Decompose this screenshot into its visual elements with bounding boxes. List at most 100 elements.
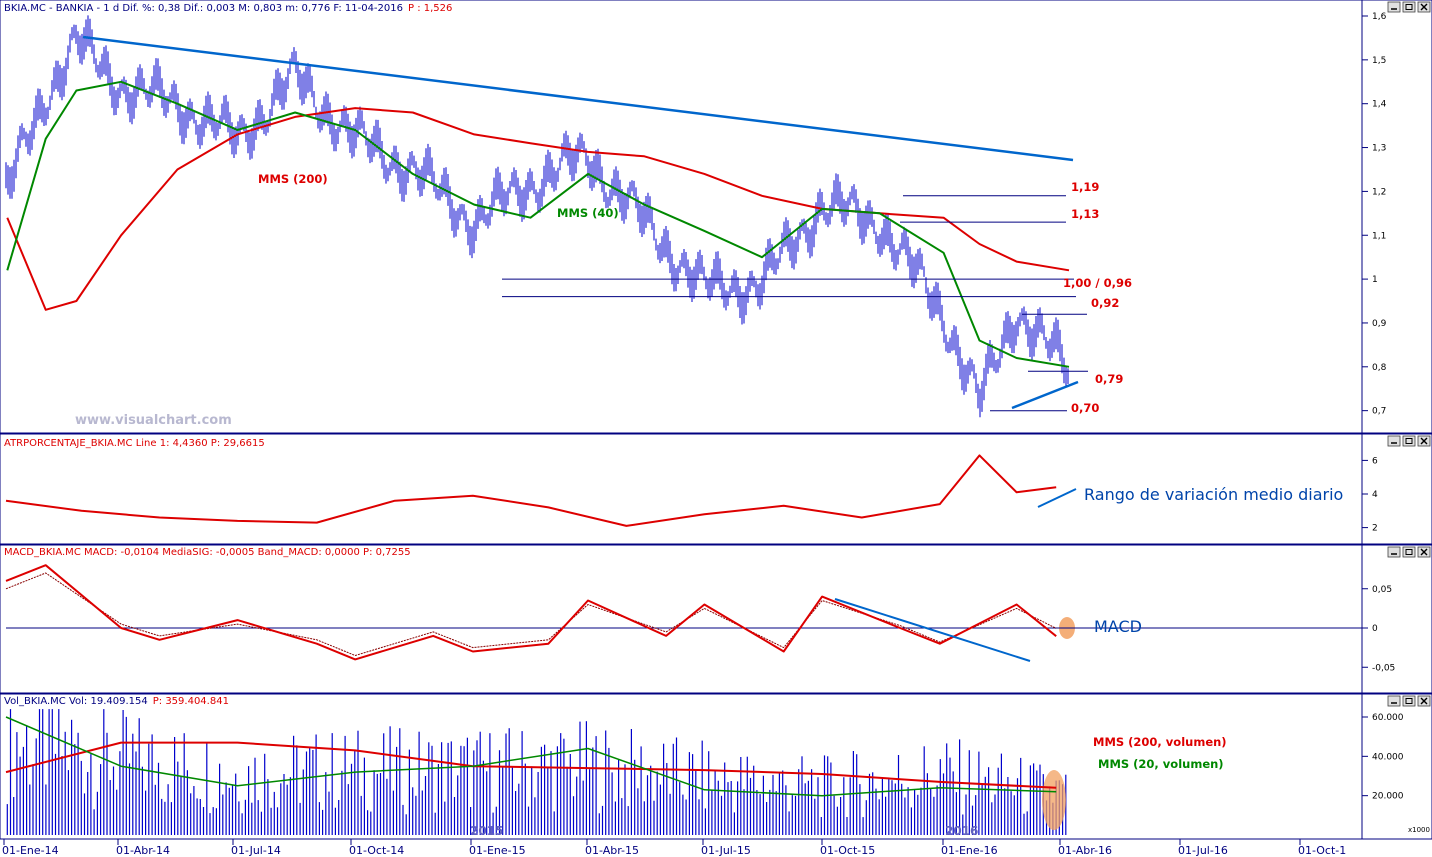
maximize-icon-frame — [1402, 1, 1416, 13]
atr-y-tick-label: 2 — [1372, 524, 1378, 534]
price-y-tick-label: 0,7 — [1372, 407, 1386, 417]
macd-signal-line — [5, 572, 1057, 656]
minimize-icon[interactable] — [1387, 435, 1401, 447]
x-tick-label: 01-Abr-16 — [1058, 844, 1112, 857]
atr-line — [5, 454, 1057, 527]
y-axis-ticks: 1,6 1,5 1,4 1,3 1,2 1,1 1 0,9 0,8 0,7 6 4 2 0,05 0 -0,0… — [1362, 12, 1404, 802]
macd-trend-line — [834, 598, 1031, 662]
level-label-1-00-0-96: 1,00 / 0,96 — [1063, 276, 1132, 290]
close-icon[interactable] — [1417, 435, 1431, 447]
price-y-tick-label: 0,9 — [1372, 319, 1387, 329]
minimize-icon-frame — [1387, 546, 1401, 558]
macd-y-tick-label: 0 — [1372, 624, 1378, 634]
maximize-icon[interactable] — [1402, 695, 1416, 707]
price-y-tick-label: 1,5 — [1372, 56, 1386, 66]
price-panel-header-p: P : 1,526 — [408, 3, 452, 14]
year-label-2016: 2016 — [945, 824, 978, 838]
close-icon[interactable] — [1417, 695, 1431, 707]
minimize-icon[interactable] — [1387, 546, 1401, 558]
maximize-icon[interactable] — [1402, 1, 1416, 13]
label-volume-mms-20: MMS (20, volumen) — [1098, 757, 1224, 771]
level-label-0-70: 0,70 — [1071, 401, 1099, 415]
price-panel-header: BKIA.MC - BANKIA - 1 d Dif. %: 0,38 Dif.… — [4, 3, 452, 14]
label-mms-40: MMS (40) — [557, 206, 619, 220]
volume-mms-20-line — [5, 716, 1057, 797]
x-tick-label: 01-Ene-16 — [941, 844, 998, 857]
volume-panel-header: Vol_BKIA.MC Vol: 19.409.154 P: 359.404.84… — [4, 696, 229, 707]
atr-y-tick-label: 6 — [1372, 456, 1378, 466]
volume-y-tick-label: 40.000 — [1372, 752, 1404, 762]
price-y-tick-label: 1,6 — [1372, 12, 1387, 22]
minimize-icon[interactable] — [1387, 695, 1401, 707]
volume-mms-200-line — [5, 741, 1057, 789]
mms-40-line — [6, 80, 1070, 368]
macd-note: MACD — [1094, 617, 1142, 636]
mms-200-line — [6, 107, 1070, 311]
price-y-tick-label: 0,8 — [1372, 363, 1387, 373]
price-y-tick-label: 1,2 — [1372, 187, 1386, 197]
macd-panel-header: MACD_BKIA.MC MACD: -0,0104 MediaSIG: -0,… — [4, 547, 411, 558]
label-volume-mms-200: MMS (200, volumen) — [1093, 735, 1227, 749]
uptrend-line-price — [1011, 380, 1079, 410]
maximize-icon-frame — [1402, 435, 1416, 447]
maximize-icon-frame — [1402, 695, 1416, 707]
support-resistance-lines — [502, 195, 1088, 412]
highlight-marks — [1042, 617, 1075, 830]
maximize-icon-glyph — [1405, 438, 1413, 444]
macd-line — [5, 564, 1057, 661]
minimize-icon[interactable] — [1387, 1, 1401, 13]
label-mms-200: MMS (200) — [258, 172, 328, 186]
x-tick-label: 01-Jul-14 — [231, 844, 281, 857]
level-label-0-92: 0,92 — [1091, 296, 1119, 310]
minimize-icon-frame — [1387, 695, 1401, 707]
price-y-tick-label: 1,4 — [1372, 100, 1387, 110]
maximize-icon[interactable] — [1402, 546, 1416, 558]
close-icon-glyph — [1420, 548, 1428, 556]
x-tick-label: 01-Ene-14 — [2, 844, 59, 857]
year-label-2015: 2015 — [470, 824, 503, 838]
macd-y-tick-label: 0,05 — [1372, 585, 1392, 595]
close-icon-glyph — [1420, 3, 1428, 11]
downtrend-line — [82, 35, 1074, 162]
x-tick-label: 01-Jul-15 — [701, 844, 751, 857]
panel-window-buttons[interactable] — [1387, 1, 1431, 707]
maximize-icon-glyph — [1405, 698, 1413, 704]
minimize-icon-frame — [1387, 1, 1401, 13]
x-tick-label: 01-Oct-1 — [1298, 844, 1346, 857]
level-label-0-79: 0,79 — [1095, 372, 1123, 386]
x-tick-label: 01-Abr-15 — [585, 844, 639, 857]
series-lines — [5, 15, 1362, 797]
volume-panel-header-p: P: 359.404.841 — [153, 696, 229, 707]
volume-y-tick-label: 20.000 — [1372, 792, 1404, 802]
volume-y-tick-label: 60.000 — [1372, 713, 1404, 723]
maximize-icon-glyph — [1405, 4, 1413, 10]
watermark: www.visualchart.com — [75, 413, 232, 428]
volume-bars — [6, 709, 1067, 835]
atr-y-tick-label: 4 — [1372, 490, 1378, 500]
level-label-1-13: 1,13 — [1071, 207, 1099, 221]
close-icon[interactable] — [1417, 1, 1431, 13]
maximize-icon[interactable] — [1402, 435, 1416, 447]
maximize-icon-frame — [1402, 546, 1416, 558]
price-y-tick-label: 1,3 — [1372, 144, 1386, 154]
close-icon-glyph — [1420, 437, 1428, 445]
macd-y-tick-label: -0,05 — [1372, 663, 1395, 673]
atr-note: Rango de variación medio diario — [1084, 485, 1343, 504]
volume-unit: x1000 — [1408, 826, 1430, 834]
minimize-icon-frame — [1387, 435, 1401, 447]
macd-header-text: MACD_BKIA.MC MACD: -0,0104 MediaSIG: -0,… — [4, 547, 411, 558]
x-tick-label: 01-Ene-15 — [469, 844, 526, 857]
close-icon-glyph — [1420, 697, 1428, 705]
atr-trend-line — [1037, 488, 1077, 508]
atr-panel-header: ATRPORCENTAJE_BKIA.MC Line 1: 4,4360 P: … — [4, 438, 265, 449]
x-axis-ticks: 01-Ene-14 01-Abr-14 01-Jul-14 01-Oct-14 01-E… — [2, 839, 1346, 857]
x-tick-label: 01-Oct-14 — [349, 844, 404, 857]
price-y-tick-label: 1 — [1372, 275, 1378, 285]
price-y-tick-label: 1,1 — [1372, 231, 1386, 241]
x-tick-label: 01-Jul-16 — [1178, 844, 1228, 857]
x-tick-label: 01-Abr-14 — [116, 844, 170, 857]
maximize-icon-glyph — [1405, 549, 1413, 555]
x-tick-label: 01-Oct-15 — [820, 844, 875, 857]
close-icon[interactable] — [1417, 546, 1431, 558]
